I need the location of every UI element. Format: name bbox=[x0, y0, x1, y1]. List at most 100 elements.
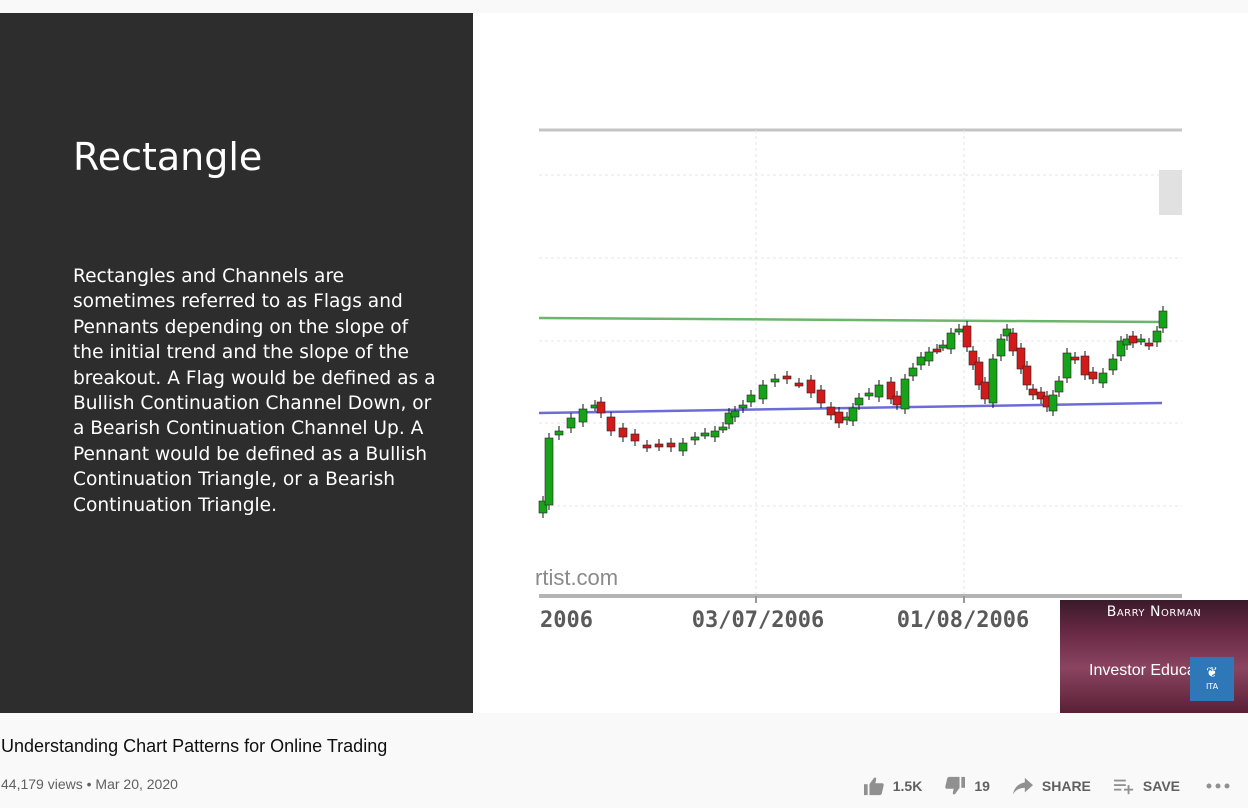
candle-body bbox=[1152, 330, 1162, 343]
candle-body bbox=[1048, 394, 1058, 412]
dislike-count: 19 bbox=[974, 778, 990, 794]
candle-body bbox=[794, 382, 804, 387]
candle-body bbox=[1036, 391, 1046, 400]
chart-watermark: rtist.com bbox=[535, 565, 618, 590]
resistance-line bbox=[538, 316, 1164, 324]
candle-body bbox=[854, 397, 864, 406]
candle-body bbox=[886, 381, 896, 400]
candle-body bbox=[596, 401, 606, 414]
candle-body bbox=[1136, 338, 1146, 343]
candle-body bbox=[1070, 356, 1080, 361]
slide-body: Rectangles and Channels are sometimes re… bbox=[73, 266, 436, 516]
candle-body bbox=[1008, 332, 1018, 352]
candle-body bbox=[1128, 335, 1138, 344]
presenter-watermark: Barry Norman Investor Educat ❦ ITA bbox=[1060, 600, 1248, 713]
candle-body bbox=[718, 426, 728, 431]
candle-body bbox=[654, 443, 664, 448]
candle-body bbox=[782, 375, 792, 380]
candle-body bbox=[566, 417, 576, 429]
x-tick-label: 03/07/2006 bbox=[692, 608, 824, 633]
view-count: 44,179 views bbox=[1, 776, 83, 792]
candle-body bbox=[770, 378, 780, 383]
candle-body bbox=[924, 351, 934, 362]
candle-body bbox=[900, 378, 910, 410]
candle-body bbox=[968, 350, 978, 366]
candle-body bbox=[630, 433, 640, 442]
candle-body bbox=[916, 356, 926, 366]
candle-body bbox=[1116, 340, 1126, 357]
candle-body bbox=[690, 436, 700, 441]
candle-body bbox=[834, 411, 844, 424]
candle-body bbox=[816, 389, 826, 404]
like-count: 1.5K bbox=[892, 778, 923, 794]
candle-body bbox=[710, 430, 720, 438]
candle-body bbox=[988, 358, 998, 404]
candle-body bbox=[1080, 355, 1090, 376]
candle-body bbox=[1088, 371, 1098, 380]
chart-grid bbox=[539, 128, 1182, 603]
presenter-subtitle: Investor Educat bbox=[1089, 662, 1201, 679]
presenter-name: Barry Norman bbox=[1106, 604, 1202, 620]
candle-body bbox=[908, 367, 918, 377]
candle-body bbox=[996, 338, 1006, 357]
candle-body bbox=[700, 432, 710, 437]
candle-body bbox=[848, 407, 858, 422]
share-button[interactable]: SHARE bbox=[1012, 776, 1091, 796]
candle-body bbox=[538, 500, 548, 514]
candle-body bbox=[938, 344, 948, 349]
x-tick-label: 01/08/2006 bbox=[897, 608, 1029, 633]
ita-badge-text: ITA bbox=[1205, 682, 1219, 691]
meta-separator: • bbox=[86, 776, 92, 792]
upload-date: Mar 20, 2020 bbox=[95, 776, 178, 792]
thumbs-down-icon bbox=[945, 776, 966, 795]
candle-body bbox=[618, 427, 628, 438]
more-horizontal-icon bbox=[1206, 783, 1230, 789]
video-actions: 1.5K 19 SHARE SAVE bbox=[841, 771, 1248, 801]
candle-body bbox=[1054, 380, 1064, 393]
candle-body bbox=[874, 384, 884, 398]
candle-body bbox=[932, 348, 942, 353]
video-meta: 44,179 views • Mar 20, 2020 bbox=[1, 776, 178, 792]
share-label: SHARE bbox=[1041, 778, 1091, 794]
candle-body bbox=[1144, 342, 1154, 347]
candle-body bbox=[746, 394, 756, 403]
candlestick-chart: rtist.com 2006 03/07/2006 01/08/2006 bbox=[535, 128, 1182, 633]
candle-body bbox=[666, 442, 676, 448]
playlist-add-icon bbox=[1113, 779, 1133, 795]
candle-body bbox=[806, 379, 816, 394]
more-actions-button[interactable] bbox=[1206, 783, 1238, 789]
save-button[interactable]: SAVE bbox=[1113, 776, 1180, 796]
thumbs-up-icon bbox=[863, 777, 884, 796]
candle-body bbox=[1016, 347, 1026, 370]
candle-body bbox=[1022, 365, 1032, 386]
candle-body bbox=[962, 325, 972, 348]
candle-body bbox=[864, 392, 874, 397]
candle-body bbox=[1098, 372, 1108, 384]
candle-body bbox=[826, 406, 836, 416]
candle-body bbox=[606, 416, 616, 432]
candle-body bbox=[892, 395, 902, 406]
candle-body bbox=[678, 442, 688, 452]
candle-body bbox=[954, 328, 964, 333]
save-label: SAVE bbox=[1142, 778, 1180, 794]
dislike-button[interactable]: 19 bbox=[944, 776, 990, 796]
laurel-icon: ❦ bbox=[1206, 665, 1218, 681]
candle-body bbox=[1002, 328, 1012, 337]
candle-body bbox=[980, 381, 990, 400]
candle-body bbox=[1158, 310, 1168, 329]
x-tick-label: 2006 bbox=[540, 608, 593, 633]
candle-body bbox=[730, 410, 740, 418]
video-player[interactable]: Rectangle Rectangles and Channels are so… bbox=[0, 13, 1248, 713]
like-button[interactable]: 1.5K bbox=[863, 776, 923, 796]
candle-body bbox=[724, 412, 734, 425]
candle-body bbox=[738, 404, 748, 409]
slide-title: Rectangle bbox=[73, 135, 263, 179]
candle-body bbox=[554, 430, 564, 436]
candle-body bbox=[974, 361, 984, 386]
ita-logo: ❦ ITA bbox=[1190, 657, 1234, 701]
candle-body bbox=[544, 437, 554, 506]
slide-text-panel: Rectangle Rectangles and Channels are so… bbox=[0, 13, 473, 713]
video-title: Understanding Chart Patterns for Online … bbox=[1, 736, 388, 756]
candle-body bbox=[642, 444, 652, 449]
candle-body bbox=[578, 408, 588, 423]
